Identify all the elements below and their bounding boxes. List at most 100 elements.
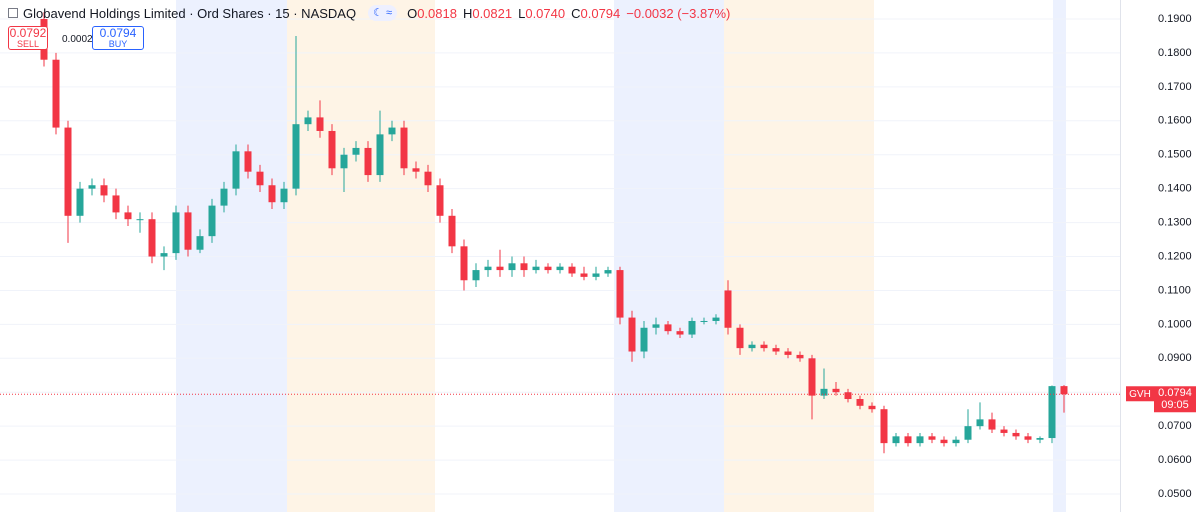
session-band [614, 0, 724, 512]
price-axis: 0.05000.06000.07000.08000.09000.10000.11… [1120, 0, 1192, 512]
candle-body [952, 439, 960, 444]
candle-body [796, 354, 804, 359]
candle-body [208, 205, 216, 237]
close-value: 0.0794 [580, 5, 621, 21]
y-tick-label: 0.0900 [1158, 352, 1192, 364]
candle-body [436, 185, 444, 216]
price-box [1154, 386, 1196, 413]
candle-body [508, 263, 516, 271]
candle-body [244, 151, 252, 172]
candle-body [1000, 429, 1008, 433]
candle-body [736, 327, 744, 349]
candle-body [256, 171, 264, 186]
candle-body [928, 436, 936, 440]
candle-body [988, 419, 996, 430]
candle-body [172, 212, 180, 254]
candle-body [688, 320, 696, 335]
candle-body [724, 290, 732, 328]
candle-body [856, 399, 864, 406]
candle-body [544, 266, 552, 271]
open-label: O [407, 5, 418, 21]
buy-button[interactable]: 0.0794 BUY [92, 26, 144, 50]
symbol-tag [1126, 386, 1154, 402]
spread: 0.0002 [62, 34, 93, 45]
candle-body [1048, 386, 1056, 439]
candle-body [880, 409, 888, 444]
candle-body [700, 320, 708, 322]
candle-body [484, 266, 492, 271]
candle-body [1012, 432, 1020, 437]
sell-price: 0.0792 [9, 26, 47, 40]
candle-body [568, 266, 576, 274]
high-label: H [462, 5, 473, 21]
price-tag: GVH 0.0794 09:05 [1126, 386, 1196, 413]
price-label: 0.0794 [1158, 387, 1192, 399]
y-tick-label: 0.1800 [1158, 47, 1192, 59]
candle-body [496, 266, 504, 271]
candle-body [304, 117, 312, 125]
symbol-title: Globavend Holdings Limited · Ord Shares … [23, 5, 357, 21]
y-tick-label: 0.0600 [1158, 454, 1192, 466]
indicator-toggle[interactable]: ☾ ≈ [368, 5, 398, 21]
candle-body [388, 127, 396, 135]
candle-body [892, 436, 900, 444]
session-band [1053, 0, 1066, 512]
y-tick-label: 0.0500 [1158, 488, 1192, 500]
legend-header: Globavend Holdings Limited · Ord Shares … [8, 4, 730, 22]
candle-body [964, 426, 972, 440]
symbol-icon [8, 8, 18, 18]
candle-body [160, 253, 168, 257]
candle-body [364, 147, 372, 176]
candle-body [76, 188, 84, 216]
buy-price: 0.0794 [99, 26, 137, 40]
y-tick-label: 0.1700 [1158, 81, 1192, 93]
grid [0, 18, 1120, 495]
candles [0, 12, 1120, 454]
candle-body [136, 219, 144, 221]
candle-body [664, 324, 672, 332]
candle-body [376, 134, 384, 176]
candle-body [328, 130, 336, 169]
candle-body [532, 266, 540, 271]
candle-body [820, 388, 828, 396]
low-label: L [518, 5, 526, 21]
candle-body [520, 263, 528, 271]
candle-body [832, 388, 840, 393]
candle-body [460, 246, 468, 281]
candle-body [556, 266, 564, 271]
session-band [176, 0, 287, 512]
candle-body [220, 188, 228, 206]
candle-body [904, 436, 912, 444]
candle-body [412, 168, 420, 172]
buy-label: BUY [108, 39, 128, 49]
candle-body [400, 127, 408, 169]
candle-body [760, 344, 768, 349]
y-tick-label: 0.1200 [1158, 250, 1192, 262]
candle-body [940, 439, 948, 444]
candle-body [124, 212, 132, 220]
candle-body [448, 215, 456, 247]
open-value: 0.0818 [417, 5, 457, 21]
y-tick-label: 0.1900 [1158, 13, 1192, 25]
candle-body [148, 219, 156, 257]
candle-body [616, 270, 624, 318]
candle-body [184, 212, 192, 250]
candle-body [100, 185, 108, 196]
candle-body [712, 317, 720, 321]
sell-button[interactable]: 0.0792 SELL [8, 26, 48, 50]
candle-body [772, 348, 780, 352]
y-tick-label: 0.1300 [1158, 216, 1192, 228]
candle-body [976, 419, 984, 427]
candle-body [196, 236, 204, 250]
candle-body [748, 344, 756, 349]
candle-body [580, 273, 588, 277]
candle-body [316, 117, 324, 131]
candle-body [916, 436, 924, 444]
y-tick-label: 0.1100 [1158, 284, 1191, 296]
close-label: C [571, 5, 581, 21]
candle-body [808, 358, 816, 396]
candle-body [604, 270, 612, 274]
candle-body [868, 405, 876, 410]
